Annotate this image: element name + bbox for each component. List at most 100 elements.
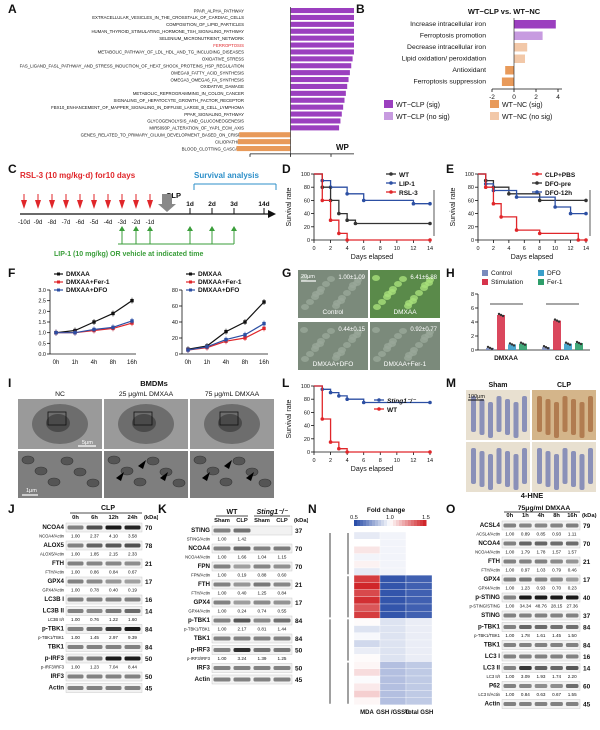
- survival-point: [320, 417, 325, 421]
- ratio-value: 1.11: [568, 532, 577, 537]
- heatmap-cell: [353, 603, 381, 612]
- blot-strip: [211, 615, 293, 626]
- blot-band: [273, 546, 291, 551]
- y-tick-label: 60: [468, 198, 474, 204]
- survival-point: [353, 221, 358, 226]
- clp-arrow-head: [158, 204, 176, 212]
- ratio-label: FTH/Actin: [481, 568, 500, 573]
- heatmap-cell: [379, 668, 407, 677]
- legend-swatch: [490, 100, 499, 108]
- survival-point: [345, 218, 349, 222]
- colorbar-tick: 0.5: [350, 515, 358, 521]
- clp-arrow-body: [162, 194, 172, 204]
- legend-label: DMXAA: [198, 271, 222, 278]
- x-tick-label: 4: [507, 246, 510, 252]
- y-tick-label: 2.5: [38, 299, 46, 305]
- heatmap-cell: [405, 539, 433, 547]
- legend-swatch: [538, 279, 544, 285]
- blot-band: [253, 677, 271, 682]
- heatmap-cell: [353, 668, 381, 677]
- ratio-value: 1.42: [238, 537, 247, 542]
- protein-label: FPN: [198, 563, 211, 570]
- kda-header: (kDa): [144, 515, 158, 521]
- ratio-value: 1.00: [218, 656, 227, 661]
- colorbar-segment: [405, 520, 409, 526]
- lane-label: CLP: [236, 518, 248, 524]
- ratio-value: 1.78: [537, 550, 546, 555]
- villus: [571, 399, 576, 435]
- pi-dot: [497, 312, 501, 316]
- kda-value: 70: [583, 541, 591, 548]
- heatmap-cell: [379, 690, 407, 698]
- mitochondrion: [34, 466, 48, 476]
- kda-value: 84: [295, 618, 303, 625]
- panel-label-o: O: [446, 502, 456, 516]
- ratio-value: 0.46: [568, 568, 577, 573]
- pi-value: 6.41±6.88: [410, 275, 437, 281]
- ratio-value: 1.04: [258, 555, 267, 560]
- cell-shape: [322, 281, 330, 287]
- legend-label: DMXAA+DFO: [198, 287, 239, 294]
- blot-strip: [65, 683, 143, 693]
- lane-label: 6h: [91, 515, 98, 521]
- ratio-label: p-TBK1/TBK1: [38, 635, 65, 640]
- villus: [554, 402, 559, 438]
- legend-label: WT−NC (sig): [502, 102, 543, 109]
- pathway-bar: [236, 146, 291, 152]
- kda-value: 45: [145, 686, 153, 693]
- cell-shape: [421, 334, 429, 340]
- heatmap-cell: [353, 661, 381, 669]
- zoom-box: [133, 411, 153, 426]
- ratio-label: NCOA4/Actin: [185, 555, 211, 560]
- y-tick-label: 0: [471, 238, 474, 244]
- panel-label-f: F: [8, 266, 16, 280]
- blot-strip: [65, 594, 143, 605]
- protein-label: p-TBK1: [188, 617, 211, 624]
- heatmap-cell: [353, 567, 381, 576]
- pi-dot: [555, 319, 559, 322]
- blot-band: [105, 686, 122, 690]
- x-tick-label: 2: [534, 94, 538, 101]
- heatmap-cell: [379, 683, 407, 691]
- ratio-value: 1.00: [505, 568, 514, 573]
- ratio-value: 1.45: [552, 633, 561, 638]
- villus: [513, 402, 519, 438]
- y-tick-label: 3.0: [38, 288, 46, 294]
- column-label: Sham: [488, 382, 507, 389]
- heatmap-cell: [353, 639, 381, 648]
- ratio-label: GPX4/Actin: [42, 588, 64, 593]
- colorbar-segment: [420, 520, 424, 526]
- panel-k-western-blot: WT Sting1⁻/⁻ Sham CLP Sham CLP (kDa) STING 37 STI…: [184, 509, 308, 685]
- villus: [505, 451, 510, 487]
- blot-band: [273, 677, 291, 682]
- gene-set-label: Ferroptosis promotion: [420, 33, 486, 40]
- ratio-value: 0.88: [258, 573, 267, 578]
- x-tick-label: 6: [523, 246, 526, 252]
- legend-label: RSL-3: [399, 190, 418, 197]
- heatmap-title: Fold change: [367, 507, 406, 514]
- panel-h-pi-positive-chart: 0 2 4 6 8 DMXAA CDA Control DFO Stimulation Fer-1: [471, 270, 590, 362]
- ratio-label: p-IRF3/IRF3: [187, 656, 211, 661]
- protein-label: Actin: [485, 701, 501, 708]
- pi-dot: [519, 341, 523, 344]
- survival-point: [428, 221, 432, 226]
- pathway-label: OXIDATIVE_STRESS: [202, 57, 244, 62]
- blot-strip: [65, 576, 143, 587]
- legend-label: DFO-pre: [545, 181, 571, 188]
- rsl3-dose-arrow: [133, 200, 139, 209]
- y-tick-label: 0: [307, 238, 310, 244]
- ratio-value: 3.58: [128, 534, 137, 539]
- pathway-label: PPAR_ALPHA_PATHWAY: [194, 8, 245, 13]
- ratio-value: 1.15: [278, 555, 287, 560]
- protein-label: p-IRF3: [191, 647, 211, 654]
- legend-marker: [57, 288, 60, 292]
- legend-label: Fer-1: [547, 279, 563, 286]
- ratio-label: FTH/Actin: [45, 570, 64, 575]
- gene-set-label: Lipid oxidation/ peroxidation: [402, 56, 486, 63]
- blot-band: [67, 645, 84, 649]
- ratio-value: 0.93: [537, 586, 546, 591]
- blot-band: [503, 684, 517, 688]
- survival-point: [361, 400, 366, 405]
- blot-band: [565, 559, 579, 564]
- y-tick-label: 2: [471, 334, 474, 340]
